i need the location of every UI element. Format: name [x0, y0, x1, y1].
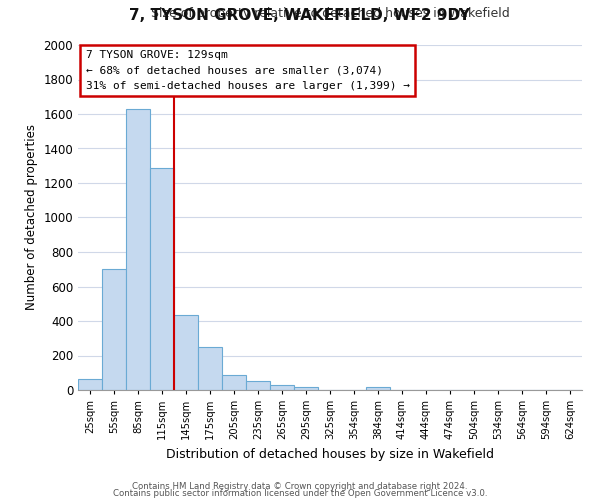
Bar	[126, 109, 150, 390]
Text: Contains HM Land Registry data © Crown copyright and database right 2024.: Contains HM Land Registry data © Crown c…	[132, 482, 468, 491]
Bar	[246, 382, 270, 390]
Text: Contains public sector information licensed under the Open Government Licence v3: Contains public sector information licen…	[113, 490, 487, 498]
Y-axis label: Number of detached properties: Number of detached properties	[25, 124, 38, 310]
Title: Size of property relative to detached houses in Wakefield: Size of property relative to detached ho…	[151, 7, 509, 20]
Bar	[102, 269, 126, 390]
X-axis label: Distribution of detached houses by size in Wakefield: Distribution of detached houses by size …	[166, 448, 494, 460]
Text: 7, TYSON GROVE, WAKEFIELD, WF2 9DY: 7, TYSON GROVE, WAKEFIELD, WF2 9DY	[130, 8, 470, 22]
Bar	[366, 388, 390, 390]
Bar	[174, 315, 198, 390]
Text: 7 TYSON GROVE: 129sqm
← 68% of detached houses are smaller (3,074)
31% of semi-d: 7 TYSON GROVE: 129sqm ← 68% of detached …	[86, 50, 410, 90]
Bar	[150, 168, 174, 390]
Bar	[294, 386, 318, 390]
Bar	[198, 347, 222, 390]
Bar	[270, 385, 294, 390]
Bar	[222, 375, 246, 390]
Bar	[78, 379, 102, 390]
